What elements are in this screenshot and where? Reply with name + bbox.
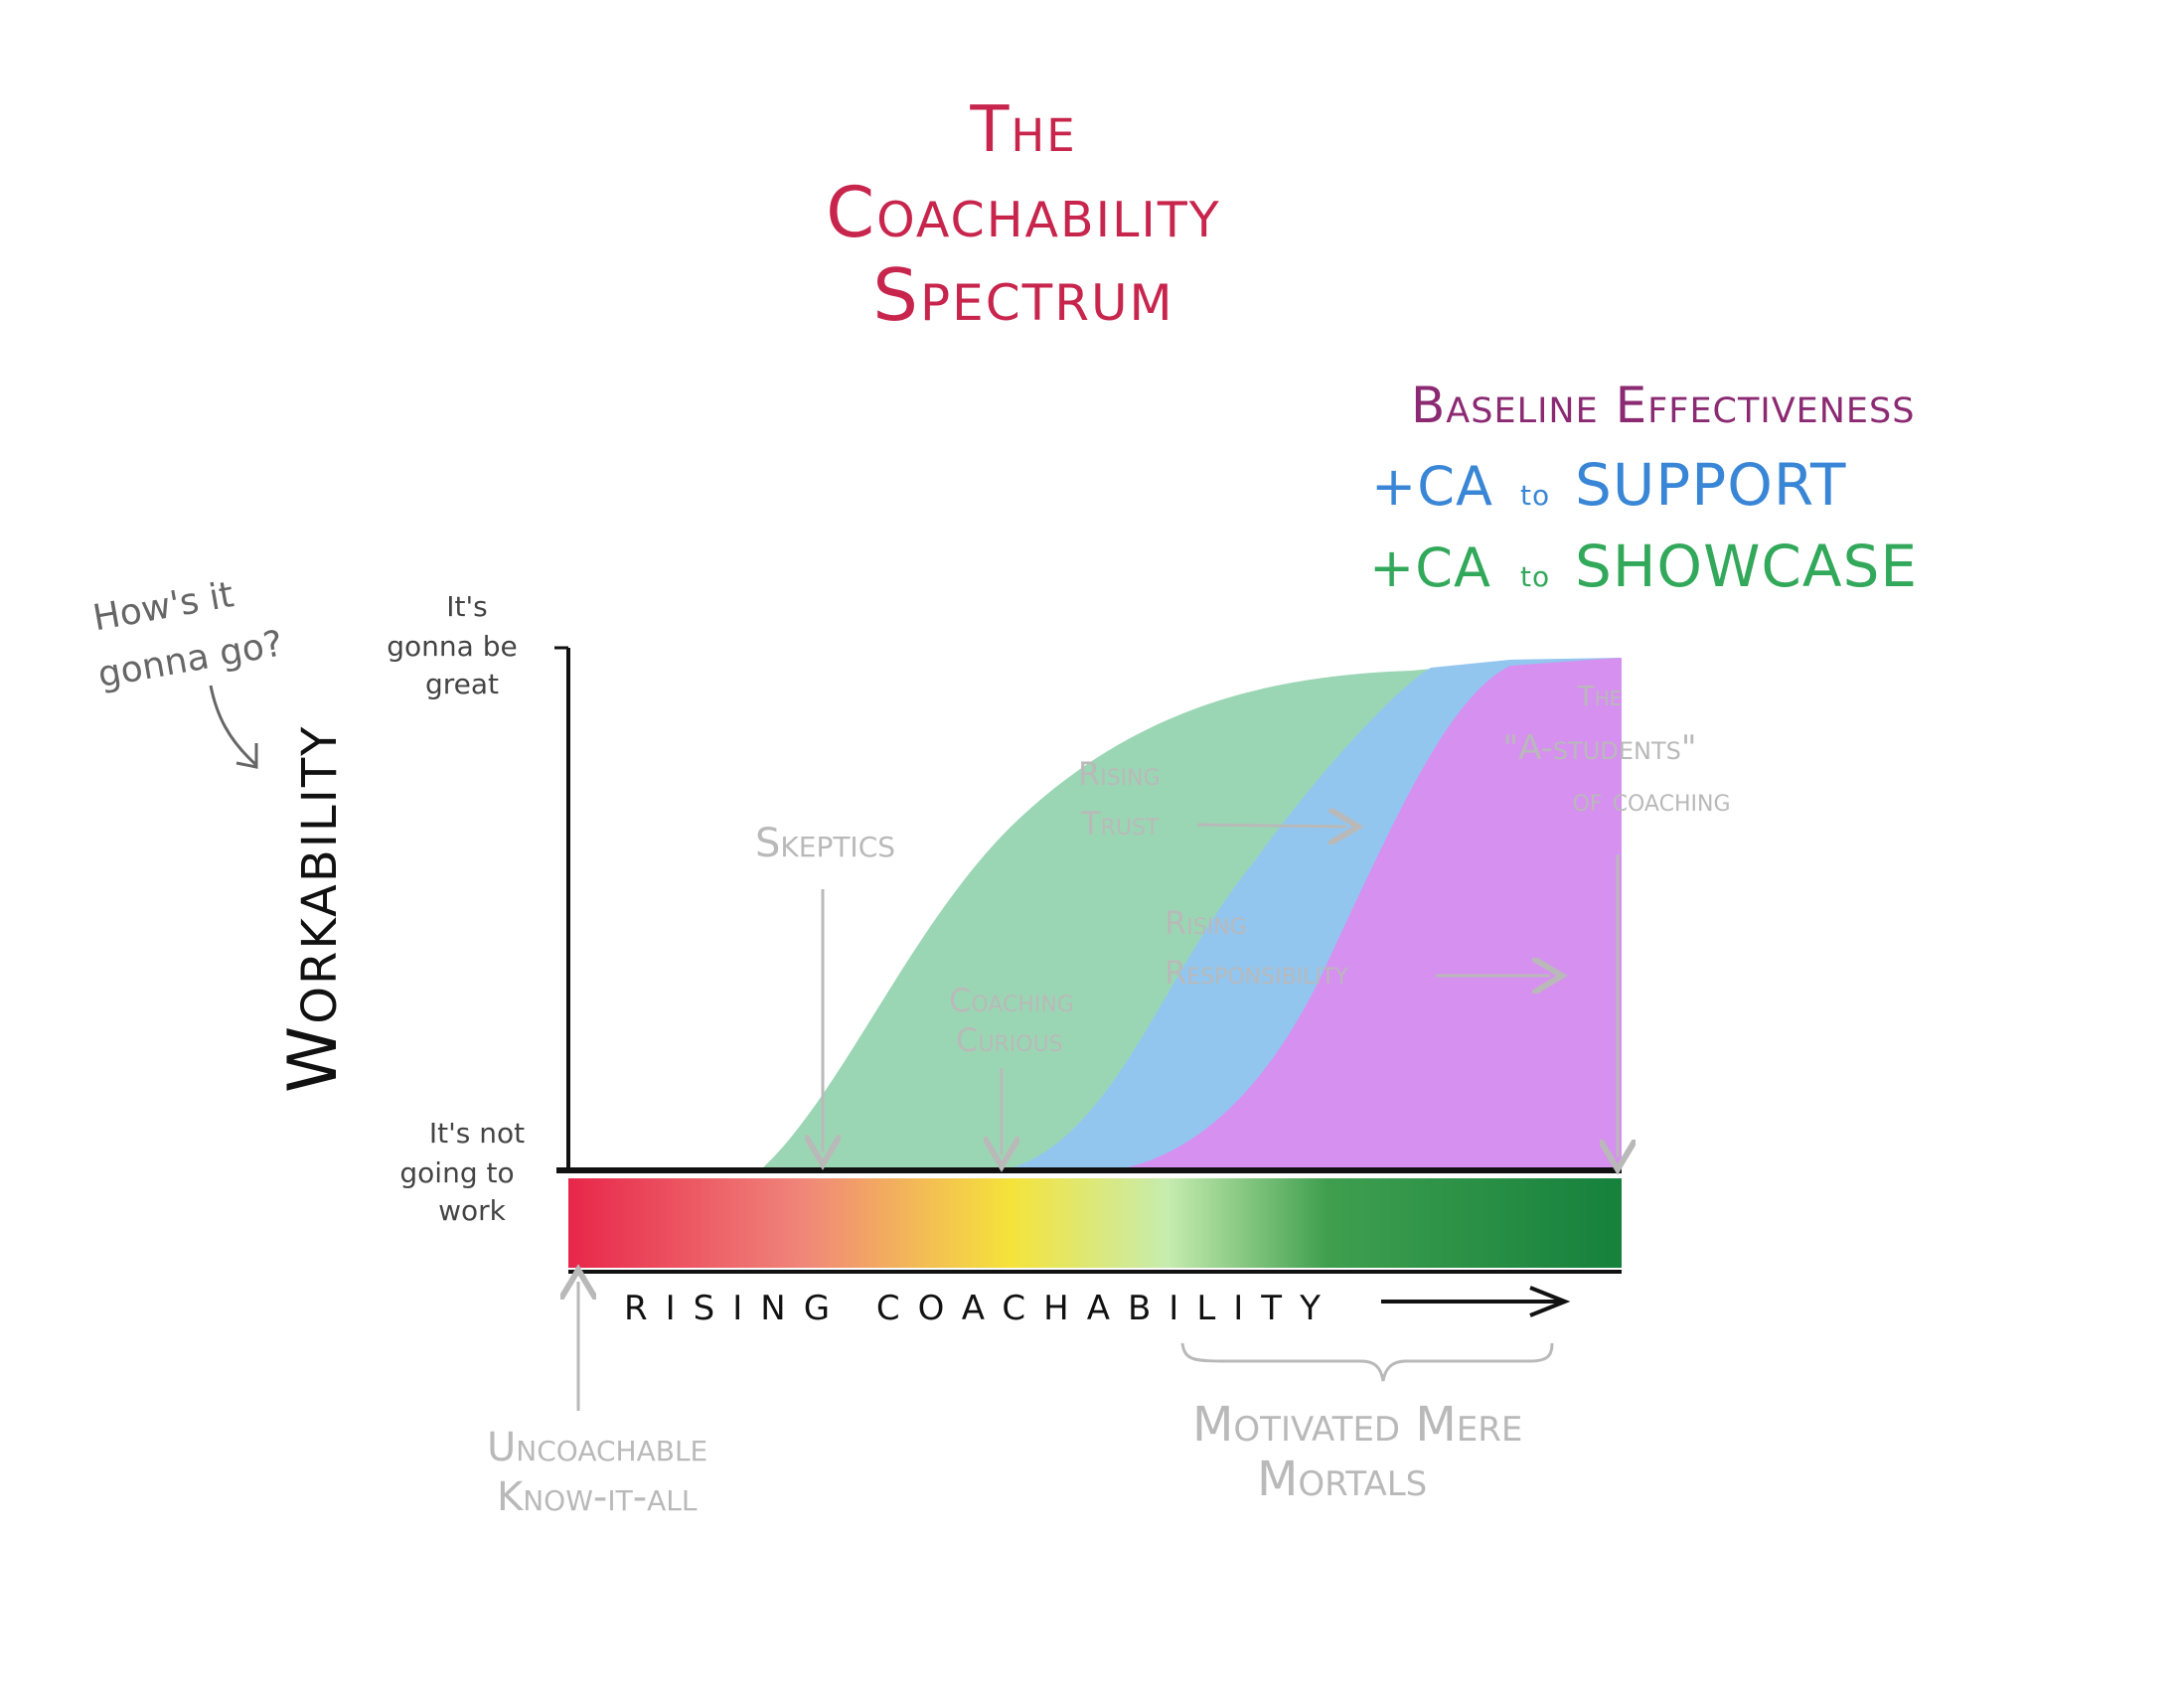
diagram-title: The Coachability Spectrum [826, 93, 1221, 337]
y-top-label: It's gonna be great [387, 590, 517, 700]
annotation-rising-responsibility-1: Rising [1165, 904, 1247, 942]
annotation-rising-trust-2: Trust [1080, 805, 1160, 843]
x-axis-label: RISING COACHABILITY [624, 1289, 1338, 1328]
annotation-uncoachable-1: Uncoachable [487, 1425, 707, 1470]
y-top-label-3: great [425, 668, 499, 700]
annotation-skeptics: Skeptics [755, 821, 895, 866]
annotation-a-students-3: of coaching [1573, 781, 1731, 819]
question-arrow-icon [209, 685, 258, 769]
y-bottom-label-1: It's not [429, 1117, 525, 1150]
annotation-rising-trust-1: Rising [1078, 755, 1161, 793]
area-showcase [1113, 658, 1622, 1170]
legend: Baseline Effectiveness +CA to SUPPORT +C… [1369, 377, 1918, 600]
title-line-1: The [969, 93, 1076, 167]
legend-support-prefix: +CA [1371, 455, 1493, 518]
motivated-brace-icon [1180, 1342, 1554, 1382]
annotation-motivated-1: Motivated Mere [1192, 1397, 1522, 1453]
annotation-a-students-1: The [1577, 680, 1623, 712]
y-bottom-label-2: going to [399, 1156, 514, 1189]
y-bottom-label: It's not going to work [399, 1117, 525, 1227]
legend-showcase-prefix: +CA [1369, 537, 1491, 599]
legend-support: +CA to SUPPORT [1371, 451, 1846, 519]
legend-showcase-word: SHOWCASE [1575, 533, 1918, 600]
question-note: How's it gonna go? [90, 574, 286, 695]
title-line-3: Spectrum [872, 253, 1173, 337]
annotation-uncoachable-2: Know-it-all [497, 1474, 698, 1520]
annotation-rising-responsibility-2: Responsibility [1165, 954, 1348, 992]
y-top-label-1: It's [446, 590, 488, 623]
annotation-motivated-2: Mortals [1257, 1452, 1427, 1507]
question-line-1: How's it [90, 574, 237, 639]
legend-showcase: +CA to SHOWCASE [1369, 533, 1918, 600]
legend-support-word: SUPPORT [1575, 451, 1846, 519]
coachability-spectrum-bar [568, 1178, 1622, 1268]
annotation-coaching-curious-1: Coaching [949, 982, 1074, 1019]
annotation-coaching-curious-2: Curious [956, 1021, 1063, 1059]
y-axis-label: Workability [274, 725, 353, 1093]
annotation-a-students-2: "A-students" [1502, 728, 1696, 768]
x-axis-arrow-icon [1381, 1286, 1571, 1317]
title-line-2: Coachability [826, 172, 1221, 253]
y-top-label-2: gonna be [387, 630, 517, 663]
y-bottom-label-3: work [438, 1194, 507, 1227]
legend-showcase-to: to [1520, 560, 1550, 593]
rising-trust-arrow-icon [1196, 825, 1346, 827]
legend-support-to: to [1520, 479, 1550, 512]
legend-baseline: Baseline Effectiveness [1411, 377, 1915, 434]
